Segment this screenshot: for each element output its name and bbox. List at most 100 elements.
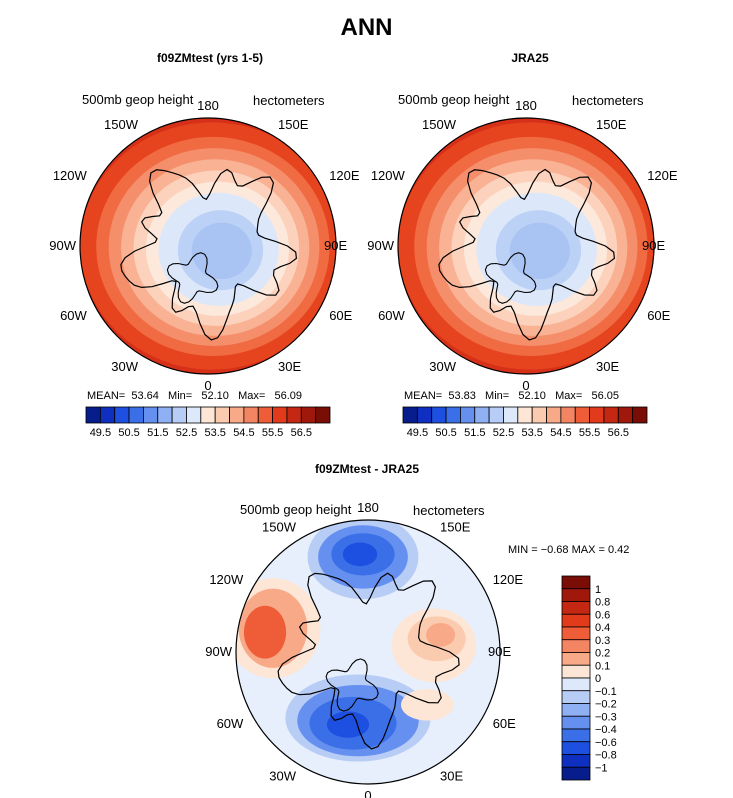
colorbar-swatch — [561, 639, 591, 653]
colorbar-swatch — [561, 741, 591, 755]
longitude-label: 30E — [440, 769, 463, 784]
longitude-label: 150W — [104, 117, 139, 132]
longitude-label: 60W — [60, 308, 87, 323]
longitude-label: 90W — [49, 238, 76, 253]
longitude-label: 180 — [357, 500, 379, 515]
longitude-label: 0 — [204, 378, 211, 393]
contour-band — [426, 622, 456, 647]
colorbar-label: 56.5 — [291, 427, 312, 439]
coastline — [277, 572, 460, 750]
colorbar-label: 51.5 — [464, 427, 485, 439]
panel2-stats: MEAN= 53.83 Min= 52.10 Max= 56.05 — [404, 390, 619, 402]
colorbar-label: −0.8 — [595, 750, 617, 762]
colorbar-swatch — [561, 690, 591, 704]
contour-band — [342, 542, 378, 567]
panel2-title: JRA25 — [511, 51, 549, 65]
colorbar-label: −1 — [595, 762, 608, 774]
longitude-label: 30W — [269, 769, 296, 784]
colorbar-label: 49.5 — [90, 427, 111, 439]
panel3-variable-label: 500mb geop height — [240, 502, 352, 517]
longitude-label: 60W — [217, 716, 244, 731]
longitude-label: 120W — [371, 168, 406, 183]
greenland-coast — [166, 252, 219, 304]
colorbar-swatch — [561, 588, 591, 602]
panel2-max: 56.05 — [591, 390, 619, 402]
colorbar-swatch — [561, 715, 591, 730]
colorbar-label: 55.5 — [579, 427, 600, 439]
longitude-label: 90E — [488, 644, 511, 659]
colorbar-label: 54.5 — [550, 427, 571, 439]
colorbar-swatch — [561, 575, 591, 590]
longitude-label: 0 — [522, 378, 529, 393]
contour-band — [243, 605, 287, 659]
colorbar-label: 56.5 — [608, 427, 629, 439]
panel1-units-label: hectometers — [253, 93, 325, 108]
colorbar-swatch — [561, 728, 591, 743]
colorbar-label: −0.6 — [595, 737, 617, 749]
longitude-label: 120E — [329, 168, 360, 183]
colorbar-label: 0.1 — [595, 660, 610, 672]
colorbar-label: 54.5 — [233, 427, 254, 439]
longitude-label: 90E — [324, 238, 347, 253]
panel1-min: 52.10 — [201, 390, 229, 402]
coastline — [120, 168, 298, 341]
longitude-label: 90E — [642, 238, 665, 253]
colorbar-label: 50.5 — [118, 427, 139, 439]
colorbar-label: 0.4 — [595, 622, 610, 634]
longitude-label: 30E — [278, 359, 301, 374]
colorbar-swatch — [561, 664, 591, 679]
colorbar-swatch — [561, 677, 591, 692]
map-boundary — [235, 519, 501, 785]
colorbar-label: 53.5 — [204, 427, 225, 439]
longitude-label: 150W — [422, 117, 457, 132]
greenland-coast — [325, 658, 379, 712]
panel2-min: 52.10 — [518, 390, 546, 402]
panel2-mean: 53.83 — [448, 390, 476, 402]
longitude-label: 30E — [596, 359, 619, 374]
colorbar-label: 53.5 — [521, 427, 542, 439]
colorbar-swatch — [315, 406, 331, 424]
colorbar-label: −0.3 — [595, 711, 617, 723]
longitude-label: 150W — [262, 519, 297, 534]
longitude-label: 60E — [329, 308, 352, 323]
panel3-title: f09ZMtest - JRA25 — [314, 462, 420, 476]
figure-title: ANN — [340, 14, 393, 41]
colorbar-label: 52.5 — [176, 427, 197, 439]
colorbar-label: 1 — [595, 584, 601, 596]
longitude-label: 0 — [364, 788, 371, 798]
longitude-label: 150E — [596, 117, 627, 132]
colorbar-label: 49.5 — [407, 427, 428, 439]
longitude-label: 30W — [429, 359, 456, 374]
panel1-variable-label: 500mb geop height — [82, 92, 194, 107]
longitude-label: 90W — [205, 644, 232, 659]
colorbar-label: 52.5 — [493, 427, 514, 439]
colorbar-swatch — [561, 652, 591, 666]
longitude-label: 150E — [278, 117, 309, 132]
colorbar-label: −0.4 — [595, 724, 617, 736]
colorbar-swatch — [561, 626, 591, 641]
colorbar-label: 0.2 — [595, 648, 610, 660]
coastline — [438, 168, 616, 341]
colorbar-label: 55.5 — [262, 427, 283, 439]
colorbar-swatch — [561, 703, 591, 717]
longitude-label: 120W — [209, 572, 244, 587]
panel2-variable-label: 500mb geop height — [398, 92, 510, 107]
greenland-coast — [484, 252, 537, 304]
longitude-label: 180 — [515, 98, 537, 113]
longitude-label: 150E — [440, 519, 471, 534]
panel1-max: 56.09 — [274, 390, 302, 402]
colorbar-label: −0.1 — [595, 686, 617, 698]
longitude-label: 120E — [493, 572, 524, 587]
colorbar-label: −0.2 — [595, 699, 617, 711]
panel3-min-max: MIN = −0.68 MAX = 0.42 — [508, 544, 630, 556]
map-boundary — [397, 117, 655, 375]
colorbar-swatch — [561, 601, 591, 615]
colorbar-label: 51.5 — [147, 427, 168, 439]
panel2-units-label: hectometers — [572, 93, 644, 108]
colorbar-label: 0.8 — [595, 597, 610, 609]
